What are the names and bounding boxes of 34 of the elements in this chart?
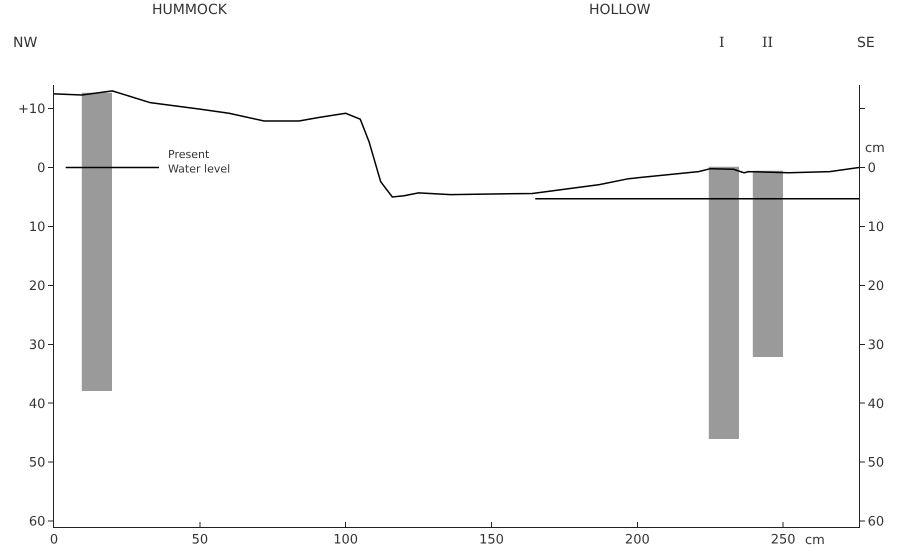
x-tick-label: 100	[333, 532, 358, 548]
y-tick-label: +10	[18, 102, 46, 118]
y2-tick-label: 30	[868, 338, 884, 353]
text: NW	[13, 35, 38, 51]
y-tick-label: 20	[28, 278, 46, 294]
y-tick-label: 10	[28, 220, 46, 235]
y2-tick-label: 60	[868, 514, 884, 530]
bar	[708, 166, 739, 439]
y2-tick-label: 50	[868, 456, 884, 471]
x-tick-label: 50	[192, 532, 208, 548]
bar	[82, 92, 112, 391]
y2-tick-label: 40	[868, 396, 884, 412]
text: HOLLOW	[589, 2, 651, 18]
text: SE	[857, 35, 875, 51]
y-tick-label: 40	[28, 396, 46, 412]
y2-tick-label: 0	[868, 161, 876, 176]
y-tick-label: 0	[37, 161, 46, 176]
bar	[752, 170, 783, 357]
x-tick-label: 150	[479, 532, 504, 548]
y-tick-label: 30	[28, 338, 46, 353]
text: HUMMOCK	[152, 2, 228, 18]
y-tick-label: 60	[28, 514, 46, 530]
y2-tick-label: 10	[868, 220, 884, 235]
line-series	[54, 90, 859, 198]
x-tick-label: 250	[770, 532, 796, 548]
text: I	[719, 35, 725, 51]
x-tick-label: 0	[50, 532, 58, 548]
text: II	[762, 35, 774, 51]
y-tick-label: 50	[28, 456, 46, 471]
y2-tick-label: 20	[868, 278, 884, 294]
x-axis-title: cm	[805, 533, 825, 548]
x-tick-label: 200	[624, 532, 650, 548]
annotation: Present Water level	[168, 148, 230, 176]
y2-axis-title: cm	[865, 141, 885, 156]
